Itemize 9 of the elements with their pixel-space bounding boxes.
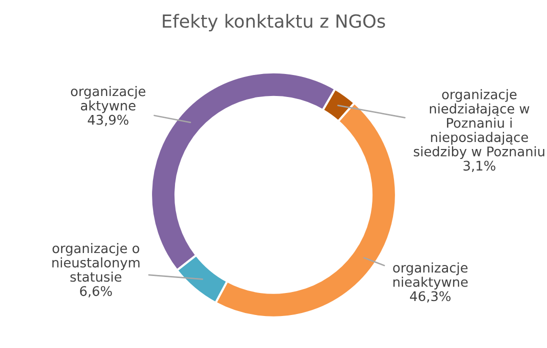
slice-label: organizacje aktywne (70, 86, 146, 114)
chart-title: Efekty konktaktu z NGOs (162, 14, 386, 32)
slice-label: organizacje o nieustalonym statusie (52, 243, 140, 282)
slice-label: organizacje nieaktywne (393, 262, 468, 290)
data-label: 46,3% (410, 291, 451, 303)
data-label: 43,9% (88, 114, 128, 126)
data-label: 3,1% (464, 160, 496, 172)
data-label: 6,6% (80, 286, 112, 298)
slice-label: organizacje niedziałające w Poznaniu i nieposiadające siedziby w Poznaniu (414, 89, 544, 159)
